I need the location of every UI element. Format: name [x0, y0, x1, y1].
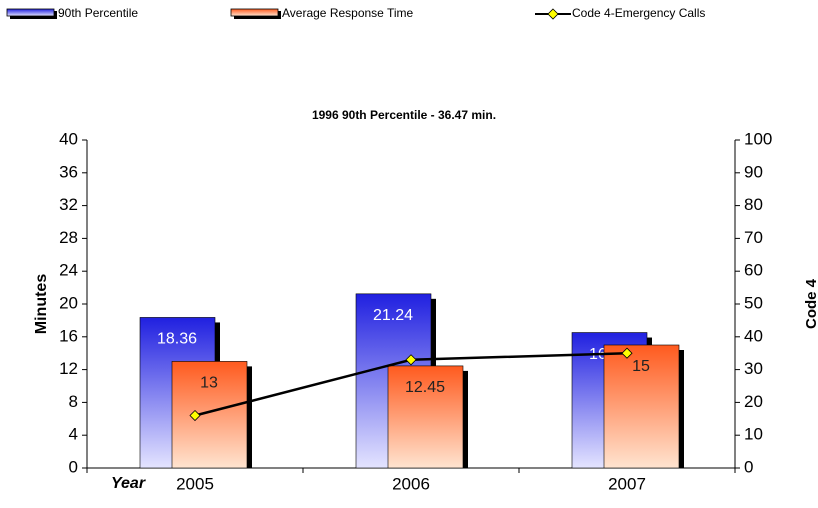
legend-label: 90th Percentile: [58, 6, 138, 20]
data-label: 21.24: [373, 307, 413, 324]
x-tick-label: 2006: [392, 474, 430, 493]
chart-title: 1996 90th Percentile - 36.47 min.: [312, 108, 496, 122]
legend-swatch: [230, 8, 279, 17]
y-axis-label: Minutes: [33, 274, 50, 335]
y2-tick-label: 70: [744, 228, 763, 247]
y-tick-label: 32: [59, 195, 78, 214]
y2-tick-label: 0: [744, 457, 753, 476]
y2-tick-label: 40: [744, 326, 763, 345]
data-label: 13: [200, 375, 218, 392]
y-tick-label: 28: [59, 228, 78, 247]
legend-marker: [547, 8, 559, 20]
y-tick-label: 40: [59, 129, 78, 148]
line-marker: [405, 354, 417, 366]
y2-tick-label: 50: [744, 293, 763, 312]
y2-tick-label: 90: [744, 162, 763, 181]
y2-tick-label: 100: [744, 129, 772, 148]
x-tick-label: 2005: [176, 474, 214, 493]
line-marker: [189, 409, 201, 422]
line-marker: [621, 347, 633, 359]
bar: [603, 344, 680, 469]
bar: [387, 365, 464, 469]
bar: [171, 361, 248, 469]
y2-tick-label: 80: [744, 195, 763, 214]
y-tick-label: 8: [69, 392, 78, 411]
y-tick-label: 24: [59, 261, 78, 280]
data-label: 12.45: [405, 379, 445, 396]
data-label: 18.36: [157, 331, 197, 348]
legend-label: Average Response Time: [282, 6, 414, 20]
y-tick-label: 4: [69, 425, 78, 444]
y-tick-label: 16: [59, 326, 78, 345]
y-tick-label: 0: [69, 457, 78, 476]
y-tick-label: 12: [59, 359, 78, 378]
y2-tick-label: 60: [744, 261, 763, 280]
legend-swatch: [6, 8, 55, 17]
y-tick-label: 20: [59, 293, 78, 312]
x-tick-label: 2007: [608, 474, 646, 493]
legend-label: Code 4-Emergency Calls: [572, 6, 705, 20]
y2-tick-label: 10: [744, 425, 763, 444]
x-axis-label: Year: [111, 475, 146, 492]
y2-tick-label: 20: [744, 392, 763, 411]
data-label: 15: [632, 358, 650, 375]
y2-tick-label: 30: [744, 359, 763, 378]
y-tick-label: 36: [59, 162, 78, 181]
y2-axis-label: Code 4: [803, 278, 818, 329]
